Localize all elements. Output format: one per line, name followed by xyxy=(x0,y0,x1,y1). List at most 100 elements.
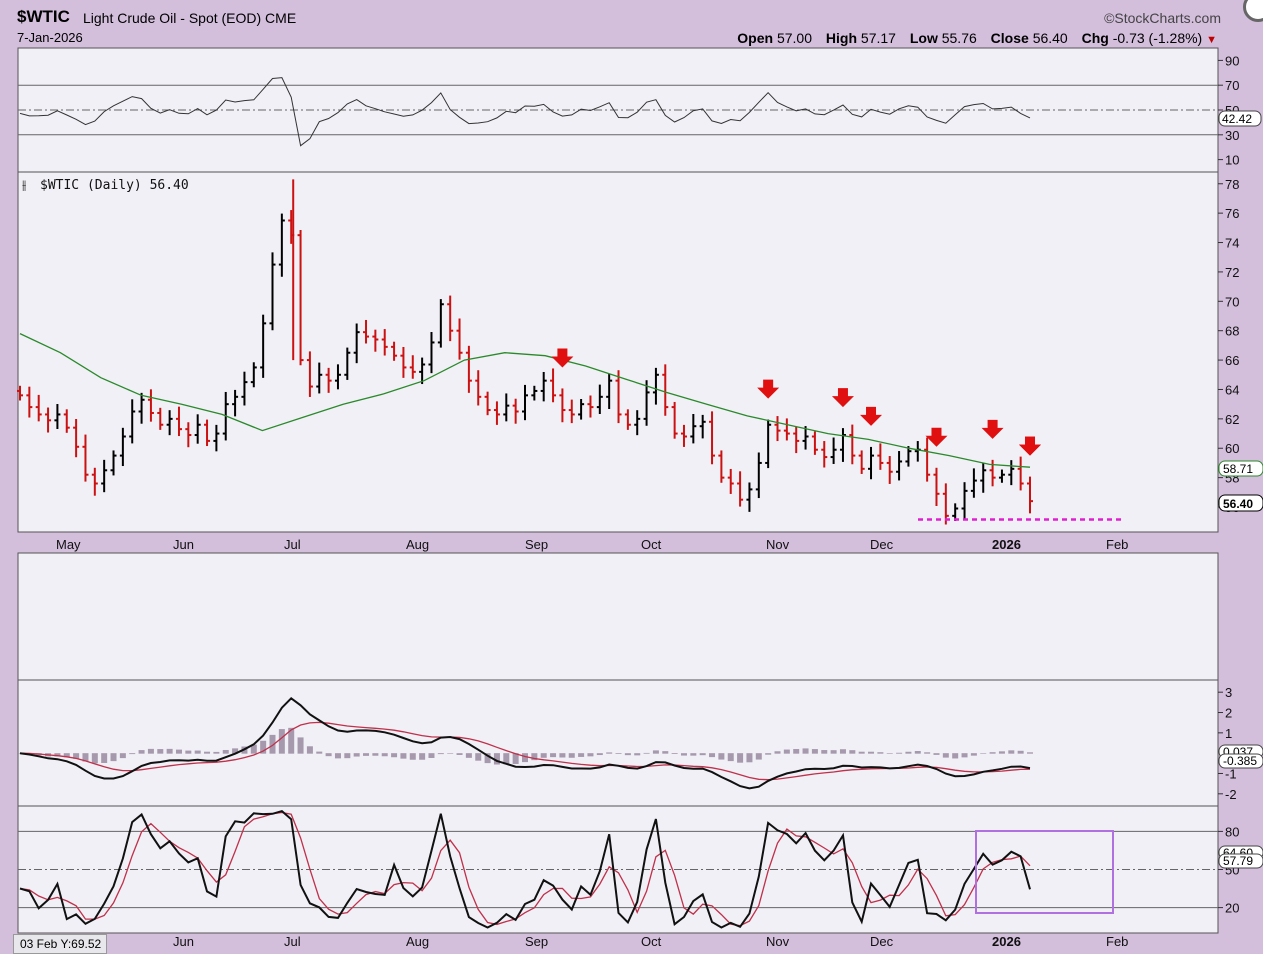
macd-histogram-bar xyxy=(222,749,229,754)
price-bar xyxy=(269,252,276,331)
price-bar xyxy=(54,404,61,429)
macd-histogram-bar xyxy=(288,727,295,754)
chart-date: 7-Jan-2026 xyxy=(17,30,83,45)
price-bar xyxy=(980,463,987,493)
price-bar xyxy=(774,416,781,442)
low-label: Low xyxy=(909,30,938,46)
macd-histogram-bar xyxy=(344,753,351,759)
price-bar xyxy=(662,364,669,416)
price-bar xyxy=(428,332,435,374)
macd-histogram-bar xyxy=(765,753,772,755)
month-label: Jun xyxy=(173,537,194,552)
price-panel xyxy=(17,171,1219,533)
price-bar xyxy=(643,380,650,426)
macd-histogram-bar xyxy=(428,753,435,758)
price-bar xyxy=(391,341,398,361)
month-label: Nov xyxy=(766,537,790,552)
close-label: Close xyxy=(990,30,1029,46)
macd-histogram-bar xyxy=(680,753,687,756)
macd-histogram-bar xyxy=(1008,750,1015,754)
price-bar xyxy=(63,409,70,433)
macd-histogram-bar xyxy=(82,753,89,762)
brand-watermark[interactable]: ©StockCharts.com xyxy=(1104,10,1221,26)
resistance-arrow-icon xyxy=(925,427,948,447)
price-bar xyxy=(858,450,865,474)
macd-histogram-bar xyxy=(896,752,903,754)
price-bar xyxy=(886,456,893,484)
macd-histogram-bar xyxy=(437,753,444,755)
macd-layer xyxy=(17,696,1033,790)
price-bar xyxy=(699,414,706,439)
price-bar xyxy=(456,318,463,360)
price-bar xyxy=(596,384,603,415)
macd-tick-label: -2 xyxy=(1225,787,1237,802)
price-bar xyxy=(765,419,772,469)
price-bar xyxy=(690,414,697,444)
price-bar xyxy=(559,388,566,423)
macd-histogram-bar xyxy=(213,751,220,754)
resistance-arrow-icon xyxy=(551,348,574,368)
macd-histogram-bar xyxy=(269,734,276,754)
month-label: May xyxy=(56,537,81,552)
price-bar xyxy=(830,437,837,464)
macd-histogram-bar xyxy=(914,751,921,754)
price-bar xyxy=(400,347,407,378)
price-bar xyxy=(372,329,379,352)
price-bar xyxy=(353,323,360,364)
price-bar xyxy=(746,482,753,512)
macd-histogram-bar xyxy=(381,753,388,757)
price-bar xyxy=(447,295,454,342)
price-bar xyxy=(297,230,304,366)
macd-histogram-bar xyxy=(157,749,164,754)
price-bar xyxy=(204,419,211,447)
price-bar xyxy=(718,450,725,483)
price-tag: 56.40 xyxy=(1218,494,1263,512)
month-label: Dec xyxy=(870,537,894,552)
chg-value: -0.73 (-1.28%) xyxy=(1112,30,1203,46)
price-bar xyxy=(129,399,136,444)
macd-histogram-bar xyxy=(858,751,865,754)
stoch-tick-label: 20 xyxy=(1225,901,1239,916)
price-bar xyxy=(606,373,613,410)
macd-histogram-bar xyxy=(129,753,136,755)
resistance-arrow-icon xyxy=(1019,436,1041,456)
axes-layer: 7876747270686664626058569070503010321-1-… xyxy=(56,53,1239,949)
price-bar xyxy=(26,386,33,418)
macd-histogram-bar xyxy=(484,753,491,764)
macd-histogram-bar xyxy=(849,750,856,754)
macd-histogram-bar xyxy=(783,749,790,754)
macd-histogram-bar xyxy=(334,753,341,759)
price-bar xyxy=(241,371,248,406)
macd-histogram-bar xyxy=(737,753,744,763)
macd-histogram-bar xyxy=(316,751,323,754)
month-label: 2026 xyxy=(992,537,1021,552)
macd-histogram-bar xyxy=(101,753,108,763)
blank-panel xyxy=(17,552,1219,681)
macd-histogram-bar xyxy=(550,753,557,758)
price-tick-label: 66 xyxy=(1225,353,1239,368)
resistance-arrow-icon xyxy=(981,419,1004,439)
macd-histogram-bar xyxy=(961,753,968,758)
macd-histogram-bar xyxy=(306,746,313,754)
macd-histogram-bar xyxy=(91,753,98,764)
macd-histogram-bar xyxy=(727,753,734,762)
price-bar xyxy=(17,385,23,401)
price-bar xyxy=(727,468,734,494)
macd-histogram-bar xyxy=(493,753,500,765)
clip-icon[interactable] xyxy=(1243,0,1263,22)
price-bar xyxy=(849,424,856,465)
price-bar xyxy=(634,410,641,436)
price-bar xyxy=(119,427,126,467)
rsi-tick-label: 90 xyxy=(1225,53,1239,68)
price-bar xyxy=(783,418,790,441)
macd-histogram-bar xyxy=(755,753,762,760)
symbol[interactable]: $WTIC xyxy=(17,7,70,26)
price-bar xyxy=(578,399,585,420)
macd-histogram-bar xyxy=(522,753,528,763)
highlight-box xyxy=(975,830,1114,914)
stoch-label-2: 57.79 xyxy=(1223,854,1253,868)
month-label-bottom: Jul xyxy=(284,934,301,949)
month-label: Aug xyxy=(406,537,429,552)
price-tick-label: 68 xyxy=(1225,324,1239,339)
macd-histogram-bar xyxy=(185,750,192,754)
